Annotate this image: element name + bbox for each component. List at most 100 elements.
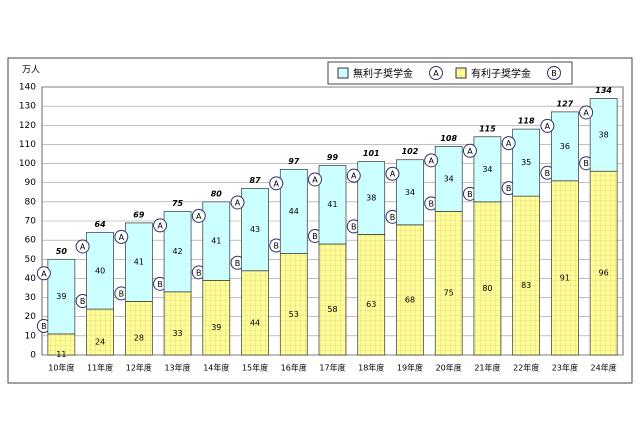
value-label: 35 [521,158,531,167]
marker-text: B [312,232,318,241]
marker-text: B [274,242,280,251]
total-label: 80 [211,189,223,198]
x-tick-label: 10年度 [48,363,74,373]
y-tick-label: 120 [19,121,36,131]
marker-circle [424,153,439,168]
bar-segment [202,279,231,356]
bar-segment [163,291,192,356]
marker-text: A [196,212,202,221]
bar-segment [473,136,502,203]
value-label: 41 [211,237,221,246]
bar-segment [589,170,618,356]
marker-circle [540,118,555,133]
marker-text: B [41,322,47,331]
x-tick-label: 15年度 [242,363,268,373]
total-label: 50 [56,247,68,256]
marker-text: A [545,122,551,131]
legend-marker-text: A [433,69,439,78]
marker-circle [462,143,477,158]
total-label: 115 [479,124,496,133]
y-tick-label: 110 [19,140,36,150]
marker-text: B [235,259,241,268]
marker-circle [501,136,516,151]
bar-segment [163,211,192,293]
value-label: 34 [444,174,454,183]
value-label: 41 [327,200,337,209]
bar-segment [357,161,386,235]
legend-swatch [455,67,467,79]
bar-segment [124,301,153,356]
value-label: 96 [599,269,609,278]
bar-segment [279,253,308,356]
x-tick-label: 24年度 [591,363,617,373]
bar-segment [47,258,76,335]
x-tick-label: 22年度 [513,363,539,373]
total-label: 99 [327,153,339,162]
value-label: 38 [599,130,609,139]
bar-segment [318,165,347,245]
marker-circle [385,166,400,181]
x-tick-label: 14年度 [203,363,229,373]
legend [327,61,573,85]
bar-segment [318,243,347,356]
total-label: 102 [402,147,419,156]
value-label: 34 [482,165,492,174]
marker-text: B [467,190,473,199]
marker-text: B [196,268,202,277]
value-label: 11 [56,350,66,359]
marker-circle [36,266,51,281]
value-label: 63 [366,300,376,309]
legend-label: 無利子奨学金 [353,67,413,80]
value-label: 44 [250,318,260,327]
value-label: 83 [521,281,531,290]
bar-segment [279,168,308,254]
marker-text: B [506,184,512,193]
marker-text: B [119,289,125,298]
y-tick-label: 80 [25,197,37,207]
y-tick-label: 0 [30,351,36,361]
y-tick-label: 70 [25,217,37,227]
value-label: 80 [482,284,492,293]
y-tick-label: 10 [25,331,37,341]
marker-circle [346,168,361,183]
value-label: 44 [289,207,299,216]
value-label: 41 [134,258,144,267]
x-tick-label: 21年度 [474,363,500,373]
marker-text: B [545,169,551,178]
y-tick-label: 100 [19,159,36,169]
bar-segment [434,145,463,212]
x-tick-label: 20年度 [436,363,462,373]
y-unit: 万人 [22,65,40,76]
bar-segment [512,195,541,356]
value-label: 91 [560,273,570,282]
value-label: 24 [95,338,105,347]
x-tick-label: 13年度 [164,363,190,373]
bar-segment [551,111,579,182]
value-label: 36 [560,142,570,151]
marker-circle [153,218,168,233]
marker-text: A [467,147,473,156]
bar-segment [434,211,463,356]
total-label: 108 [440,134,457,143]
value-label: 75 [444,289,454,298]
bar-segment [124,222,153,302]
frame [7,57,633,384]
value-label: 58 [327,305,337,314]
marker-text: A [119,233,125,242]
marker-text: B [157,280,163,289]
marker-text: A [80,242,86,251]
x-tick-label: 18年度 [358,363,384,373]
bar-segment [551,180,579,356]
bar-segment [512,128,541,197]
marker-text: A [274,179,280,188]
total-label: 118 [518,117,535,126]
marker-text: A [312,175,318,184]
bar-segment [241,270,269,356]
total-label: 134 [595,86,612,95]
marker-text: B [428,199,434,208]
value-label: 42 [172,247,182,256]
value-label: 53 [289,310,299,319]
value-label: 38 [366,194,376,203]
y-tick-label: 40 [25,274,37,284]
